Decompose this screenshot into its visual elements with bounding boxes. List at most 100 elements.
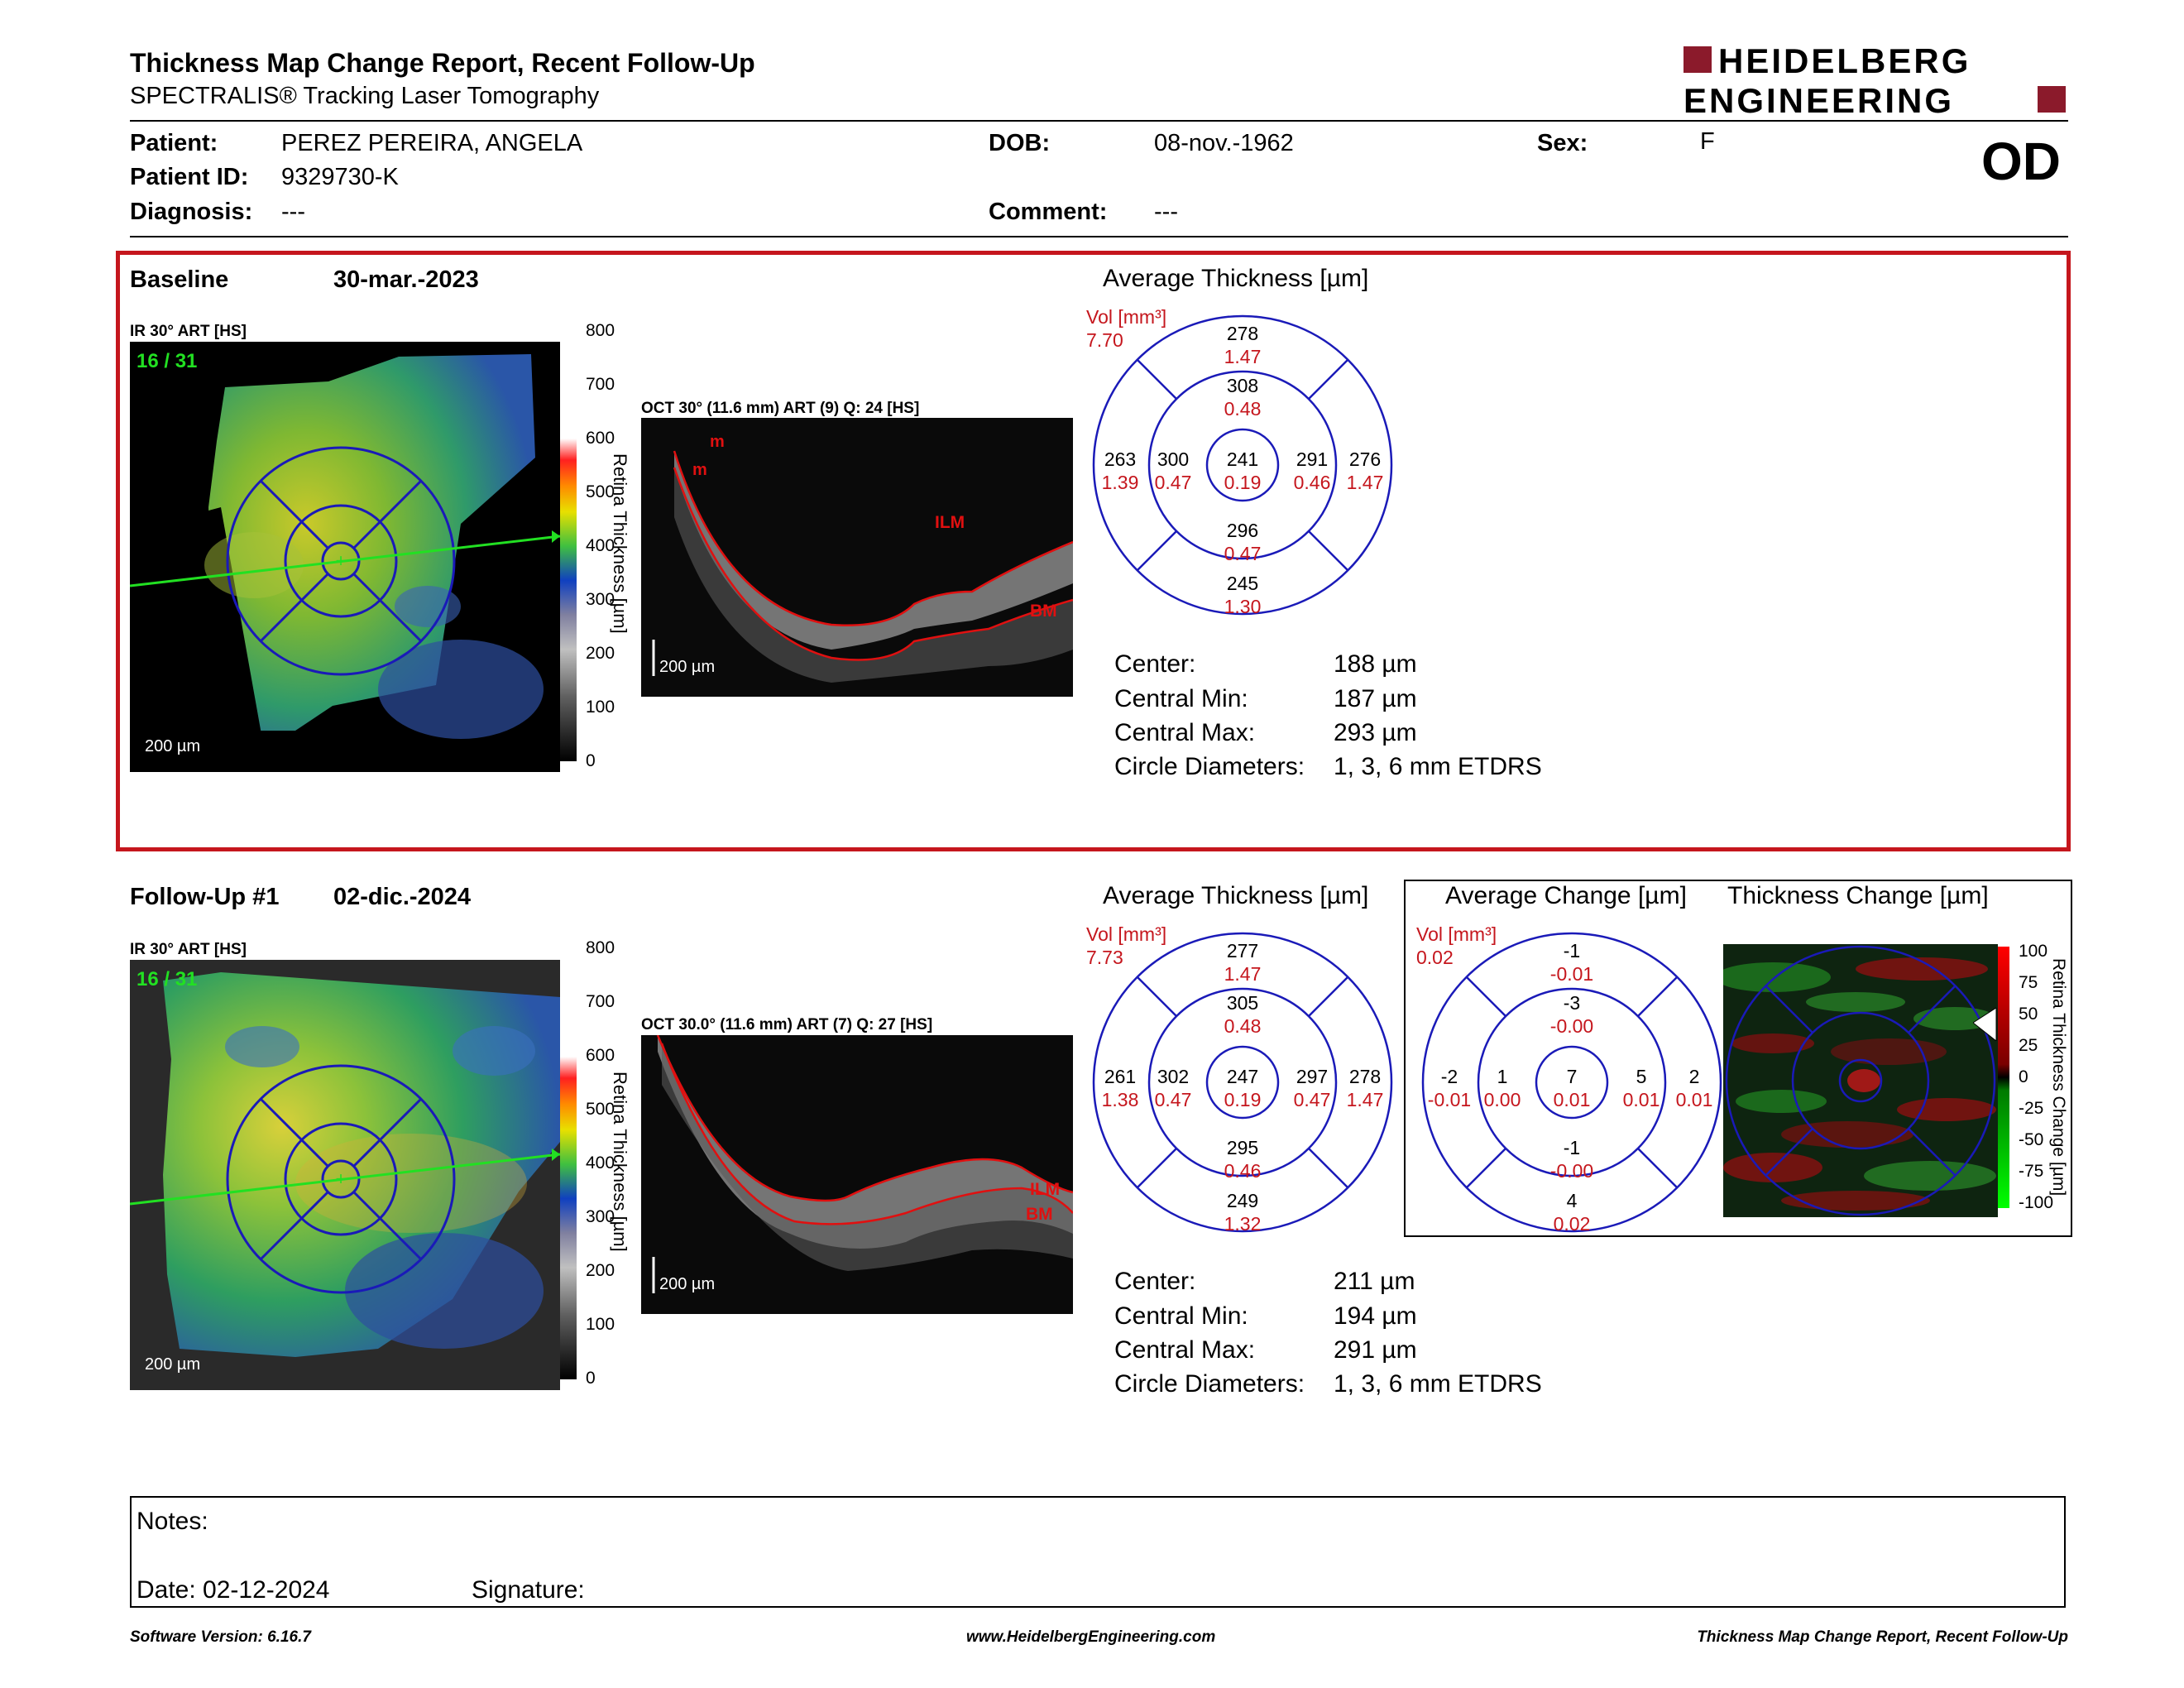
followup-date: 02-dic.-2024 <box>333 884 472 910</box>
patient-name: PEREZ PEREIRA, ANGELA <box>281 130 583 156</box>
etdrs-volume-outer-temp: 1.38 <box>1102 1089 1139 1110</box>
baseline-central-max-label: Central Max: <box>1114 719 1256 746</box>
scale-tick-label: 800 <box>586 938 615 957</box>
thickness-change-title: Thickness Change [µm] <box>1727 882 1989 909</box>
scale-tick-label: 400 <box>586 1153 615 1172</box>
etdrs-volume-inner-nas: 0.46 <box>1294 472 1331 493</box>
scale-tick-label: -25 <box>2019 1099 2044 1118</box>
followup-oct-bscan[interactable]: ILM BM 200 µm <box>641 1035 1073 1314</box>
baseline-central-min-value: 187 µm <box>1334 685 1417 712</box>
scale-tick-label: 600 <box>586 1046 615 1065</box>
etdrs-thickness-outer-sup: -1 <box>1564 940 1580 961</box>
dob-label: DOB: <box>989 130 1051 156</box>
baseline-oct-marker-m1: m <box>710 433 725 451</box>
logo-graphic: HEIDELBERG ENGINEERING <box>1684 41 2066 120</box>
avg-change-title: Average Change [µm] <box>1445 882 1687 909</box>
baseline-date: 30-mar.-2023 <box>333 266 479 293</box>
scale-tick-label: 100 <box>2019 942 2048 961</box>
scale-tick-label: 600 <box>586 429 615 448</box>
followup-center-label: Center: <box>1114 1268 1196 1295</box>
scale-tick-label: 50 <box>2019 1005 2038 1024</box>
scale-tick-label: -75 <box>2019 1162 2044 1181</box>
heidelberg-logo: HEIDELBERG ENGINEERING <box>1684 41 2068 120</box>
diagnosis-value: --- <box>281 199 305 225</box>
etdrs-thickness-outer-sup: 278 <box>1227 323 1258 344</box>
followup-oct-marker-ilm: ILM <box>1030 1180 1061 1199</box>
etdrs-thickness-inner-sup: 305 <box>1227 992 1258 1014</box>
etdrs-volume-inner-nas: 0.01 <box>1623 1089 1660 1110</box>
baseline-etdrs-grid: 2781.473080.482631.393000.472410.192910.… <box>1092 314 1393 616</box>
etdrs-volume-inner-inf: 0.46 <box>1224 1160 1262 1182</box>
etdrs-thickness-inner-nas: 291 <box>1296 448 1328 470</box>
baseline-oct-bscan[interactable]: m m ILM BM 200 µm <box>641 418 1073 697</box>
etdrs-thickness-outer-sup: 277 <box>1227 940 1258 961</box>
baseline-color-scale <box>560 331 577 761</box>
patient-id-value: 9329730-K <box>281 164 399 190</box>
etdrs-volume-inner-inf: 0.47 <box>1224 543 1262 564</box>
comment-label: Comment: <box>989 199 1108 225</box>
etdrs-volume-outer-inf: 1.30 <box>1224 596 1262 616</box>
scale-tick-label: 0 <box>586 751 596 770</box>
followup-circle-diam-label: Circle Diameters: <box>1114 1370 1305 1398</box>
scale-tick-label: 300 <box>586 1207 615 1226</box>
change-panel <box>1404 880 2072 1237</box>
etdrs-volume-outer-sup: 1.47 <box>1224 963 1262 985</box>
followup-oct-label: OCT 30.0° (11.6 mm) ART (7) Q: 27 [HS] <box>641 1016 933 1033</box>
scale-tick-label: 500 <box>586 1100 615 1119</box>
report-subtitle: SPECTRALIS® Tracking Laser Tomography <box>130 83 600 109</box>
scale-tick-label: 25 <box>2019 1036 2038 1055</box>
etdrs-thickness-inner-temp: 302 <box>1157 1066 1189 1087</box>
sex-value: F <box>1700 128 1715 155</box>
followup-etdrs-grid: 2771.473050.482611.383020.472470.192970.… <box>1092 932 1393 1234</box>
baseline-oct-marker-bm: BM <box>1030 602 1057 621</box>
svg-text:+: + <box>336 1168 347 1189</box>
baseline-vol-value: 7.70 <box>1086 329 1123 351</box>
comment-value: --- <box>1154 199 1178 225</box>
etdrs-thickness-inner-inf: 295 <box>1227 1137 1258 1158</box>
etdrs-volume-inner-inf: -0.00 <box>1550 1160 1593 1182</box>
etdrs-thickness-inner-inf: -1 <box>1564 1137 1580 1158</box>
followup-vol-label: Vol [mm³] <box>1086 923 1167 945</box>
followup-central-min-value: 194 µm <box>1334 1302 1417 1330</box>
etdrs-thickness-outer-nas: 2 <box>1689 1066 1700 1087</box>
baseline-ir-label: IR 30° ART [HS] <box>130 323 247 340</box>
baseline-central-max-value: 293 µm <box>1334 719 1417 746</box>
baseline-ir-scalebar: 200 µm <box>145 737 201 755</box>
baseline-label: Baseline <box>130 266 229 293</box>
notes-box[interactable] <box>130 1496 2066 1608</box>
footer-software-version: Software Version: 6.16.7 <box>130 1628 311 1646</box>
followup-central-max-label: Central Max: <box>1114 1336 1256 1364</box>
baseline-ir-thickness-map[interactable]: + 16 / 31 200 µm <box>130 342 560 772</box>
scale-tick-label: 0 <box>586 1369 596 1388</box>
diagnosis-label: Diagnosis: <box>130 199 253 225</box>
signature-label: Signature: <box>472 1576 585 1604</box>
baseline-oct-scalebar: 200 µm <box>659 658 716 676</box>
etdrs-volume-inner-sup: -0.00 <box>1550 1015 1593 1037</box>
etdrs-volume-center: 0.19 <box>1224 1089 1262 1110</box>
etdrs-thickness-inner-sup: 308 <box>1227 375 1258 396</box>
report-title: Thickness Map Change Report, Recent Foll… <box>130 48 755 78</box>
etdrs-thickness-outer-temp: -2 <box>1441 1066 1458 1087</box>
baseline-circle-diam-label: Circle Diameters: <box>1114 753 1305 780</box>
etdrs-volume-outer-temp: 1.39 <box>1102 472 1139 493</box>
footer-website-link[interactable]: www.HeidelbergEngineering.com <box>966 1628 1216 1646</box>
etdrs-thickness-inner-inf: 296 <box>1227 520 1258 541</box>
etdrs-volume-outer-nas: 1.47 <box>1347 1089 1384 1110</box>
change-color-scale <box>1998 947 2009 1208</box>
etdrs-volume-outer-nas: 1.47 <box>1347 472 1384 493</box>
baseline-avg-thickness-title: Average Thickness [µm] <box>1103 265 1369 292</box>
scale-tick-label: 300 <box>586 590 615 609</box>
etdrs-volume-center: 0.19 <box>1224 472 1262 493</box>
baseline-oct-marker-ilm: ILM <box>935 513 965 532</box>
followup-oct-marker-bm: BM <box>1026 1205 1053 1224</box>
thickness-change-map[interactable] <box>1723 944 1998 1217</box>
followup-ir-thickness-map[interactable]: + 16 / 31 200 µm <box>130 960 560 1390</box>
change-scale-title: Retina Thickness Change [µm] <box>2049 958 2068 1196</box>
sex-label: Sex: <box>1537 130 1588 156</box>
notes-date: Date: 02-12-2024 <box>136 1576 330 1604</box>
notes-label: Notes: <box>136 1508 208 1535</box>
etdrs-volume-outer-sup: -0.01 <box>1550 963 1593 985</box>
etdrs-thickness-center: 247 <box>1227 1066 1258 1087</box>
etdrs-thickness-outer-inf: 245 <box>1227 573 1258 594</box>
followup-scale-title: Retina Thickness [µm] <box>610 1072 630 1252</box>
